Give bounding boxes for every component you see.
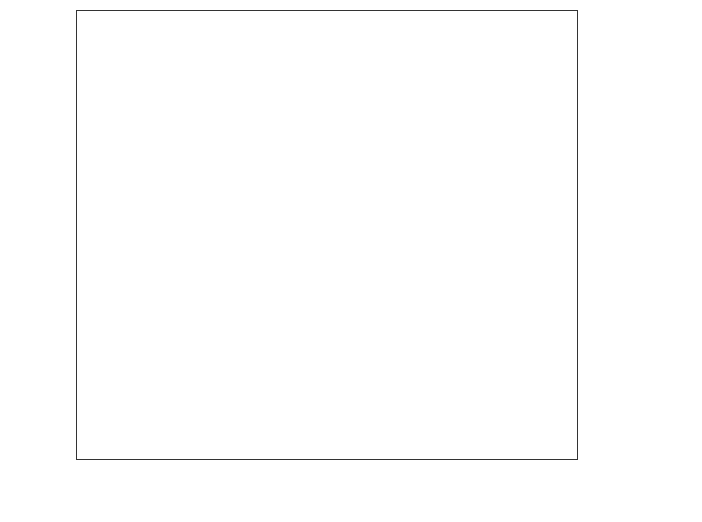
plot-panel: [75, 9, 578, 460]
legend-colorbar: [604, 178, 630, 322]
legend: [604, 145, 699, 365]
